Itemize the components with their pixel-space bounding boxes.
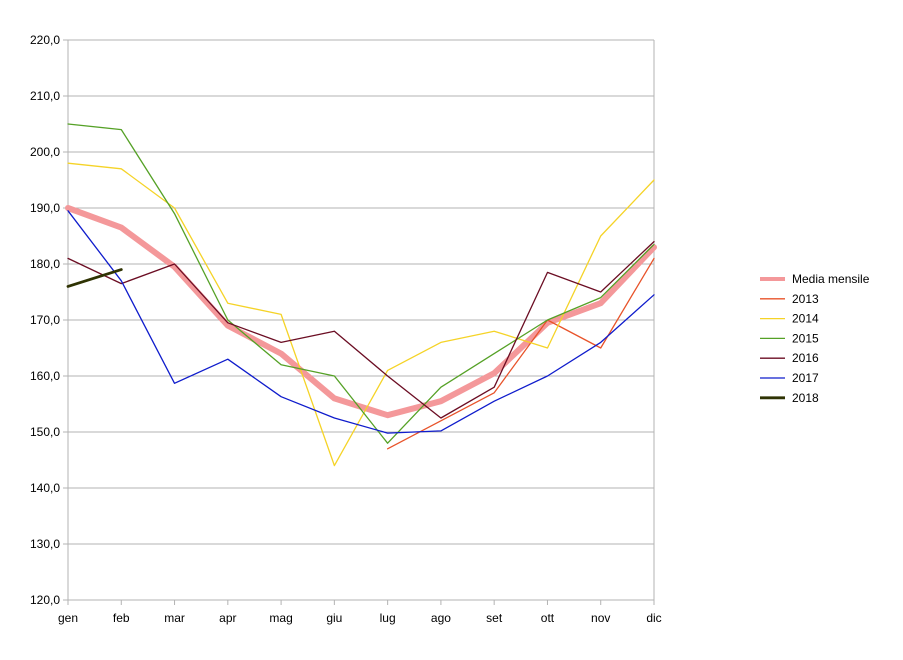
y-tick-label: 200,0 — [30, 145, 60, 159]
series-line-2017 — [67, 210, 655, 434]
x-tick-label: ott — [541, 611, 555, 625]
x-tick-label: nov — [591, 611, 610, 625]
x-tick-label: mar — [164, 611, 185, 625]
y-tick-label: 220,0 — [30, 33, 60, 47]
y-axis-tick-labels: 120,0 130,0 140,0 150,0 160,0 170,0 180,0 190,0… — [30, 33, 60, 607]
x-tick-label: mag — [269, 611, 292, 625]
x-tick-label: lug — [380, 611, 396, 625]
y-tick-label: 120,0 — [30, 593, 60, 607]
grid-lines — [63, 39, 655, 605]
legend-label: 2017 — [792, 371, 819, 385]
legend: Media mensile 2013 2014 2015 2016 2017 2018 — [760, 272, 870, 405]
x-tick-label: giu — [326, 611, 342, 625]
y-tick-label: 170,0 — [30, 313, 60, 327]
legend-label: 2015 — [792, 331, 819, 345]
x-tick-label: apr — [219, 611, 236, 625]
x-axis-tick-labels: gen feb mar apr mag giu lug ago set ott nov dic — [58, 611, 662, 625]
y-tick-label: 150,0 — [30, 425, 60, 439]
legend-label: 2018 — [792, 391, 819, 405]
series-line-2014 — [67, 162, 655, 467]
legend-label: Media mensile — [792, 272, 870, 286]
y-tick-label: 210,0 — [30, 89, 60, 103]
y-tick-label: 190,0 — [30, 201, 60, 215]
series-line-media-mensile — [65, 205, 657, 419]
legend-label: 2014 — [792, 312, 819, 326]
series-line-2016 — [67, 240, 655, 419]
y-tick-label: 140,0 — [30, 481, 60, 495]
legend-label: 2013 — [792, 292, 819, 306]
series-line-2013 — [386, 257, 655, 450]
y-tick-label: 130,0 — [30, 537, 60, 551]
series-line-2018 — [66, 268, 123, 288]
x-tick-label: feb — [113, 611, 130, 625]
x-tick-label: dic — [646, 611, 661, 625]
series-lines — [65, 123, 657, 467]
y-tick-label: 180,0 — [30, 257, 60, 271]
x-tick-label: set — [486, 611, 503, 625]
y-tick-label: 160,0 — [30, 369, 60, 383]
x-tick-label: ago — [431, 611, 451, 625]
x-tick-label: gen — [58, 611, 78, 625]
series-line-2015 — [67, 123, 655, 444]
legend-label: 2016 — [792, 351, 819, 365]
